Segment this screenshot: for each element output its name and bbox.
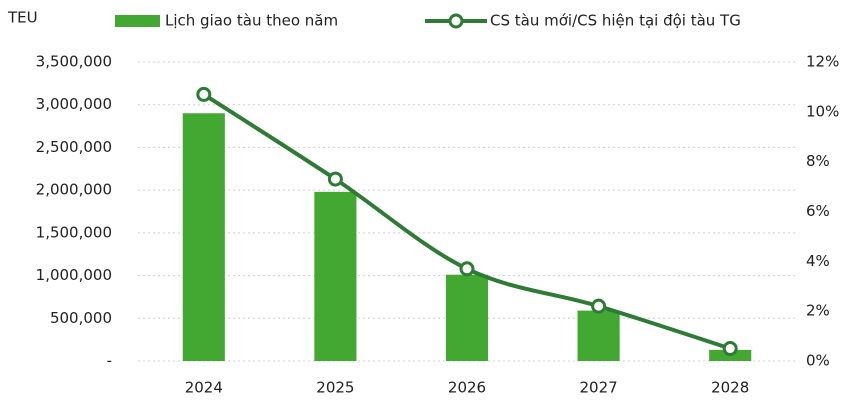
y2-tick-label: 10% [806,102,839,120]
legend-swatch [115,15,160,27]
legend-label: Lịch giao tàu theo năm [165,12,338,30]
line-marker [722,341,738,357]
y2-tick-label: 6% [806,202,830,220]
x-tick-label: 2024 [185,379,223,397]
bar [182,113,225,361]
x-tick-label: 2028 [711,379,749,397]
bar [314,191,357,361]
y-tick-label: 3,000,000 [36,95,112,113]
y-tick-label: 3,500,000 [36,53,112,71]
y-tick-label: 1,000,000 [36,266,112,284]
bar [577,310,620,361]
y-tick-label: 1,500,000 [36,223,112,241]
legend-label: CS tàu mới/CS hiện tại đội tàu TG [490,12,741,30]
y-tick-label: 500,000 [50,309,112,327]
legend-swatch [448,13,464,29]
y2-tick-label: 0% [806,352,830,370]
line-marker [196,86,212,102]
y-tick-label: 2,000,000 [36,181,112,199]
line-marker [459,261,475,277]
y-tick-label: 2,500,000 [36,138,112,156]
y2-tick-label: 12% [806,53,839,71]
x-tick-label: 2027 [580,379,618,397]
y-tick-label: - [107,352,112,370]
bar [445,274,489,361]
x-tick-label: 2026 [448,379,486,397]
line-marker [327,171,343,187]
x-tick-label: 2025 [316,379,354,397]
line-marker [591,298,607,314]
y-axis-label: TEU [7,9,38,27]
y2-tick-label: 8% [806,152,830,170]
y2-tick-label: 4% [806,252,830,270]
y2-tick-label: 2% [806,302,830,320]
